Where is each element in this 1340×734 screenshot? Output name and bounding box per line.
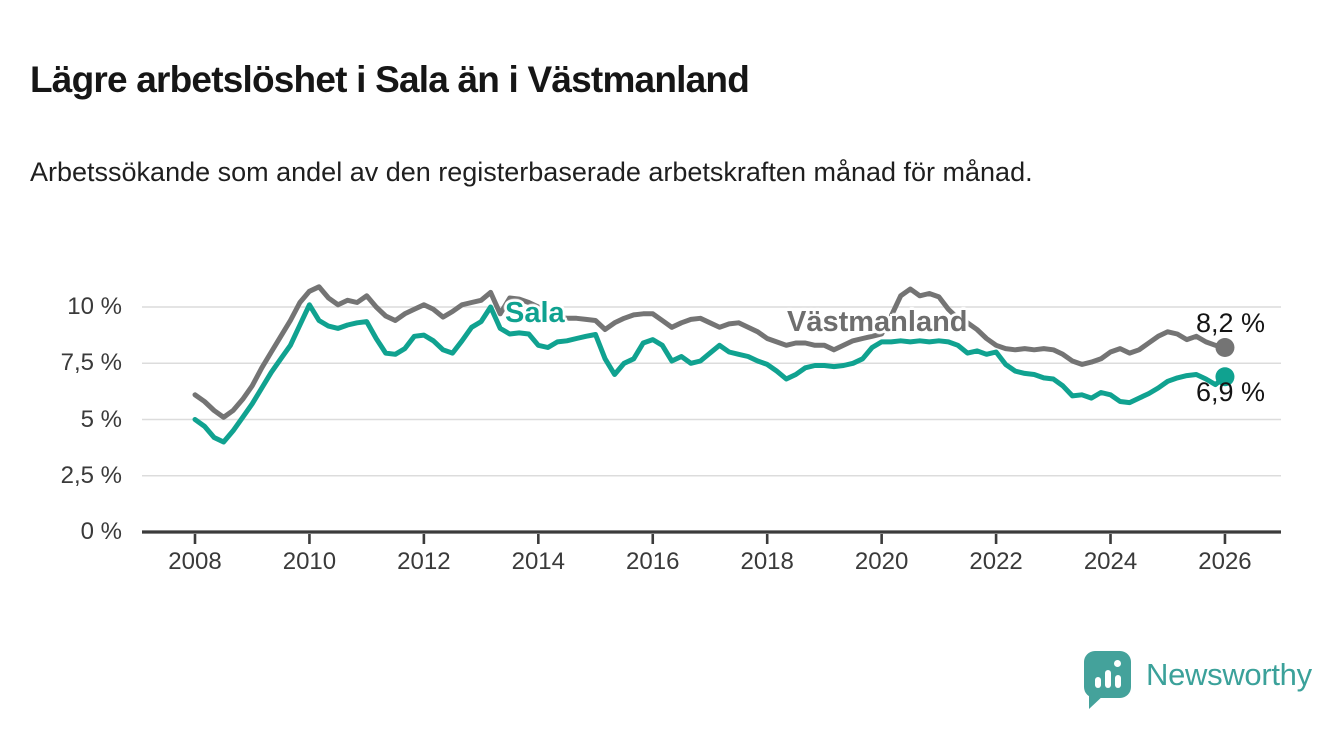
brand-name: Newsworthy [1146,656,1312,692]
x-axis-tick-label: 2018 [740,548,794,575]
x-axis-tick-label: 2026 [1198,548,1252,575]
speech-bubble-bar-chart-icon [1084,651,1131,709]
x-axis-tick-label: 2008 [168,548,222,575]
end-dot-västmanland [1215,338,1235,357]
end-value-label-sala: 6,9 % [1196,377,1266,407]
y-axis-tick-label: 7,5 % [60,349,122,377]
series-label-sala: Sala [505,297,565,329]
y-axis-tick-label: 2,5 % [60,461,122,489]
end-dot-sala [1215,367,1235,387]
newsworthy-logo[interactable]: Newsworthy [1084,651,1312,709]
x-axis-tick-label: 2020 [854,548,909,575]
x-axis-tick-label: 2024 [1083,548,1138,575]
y-axis-tick-label: 0 % [80,518,122,545]
chart-title: Lägre arbetslöshet i Sala än i Västmanla… [30,58,750,100]
x-axis-tick-label: 2016 [626,548,680,575]
chart-subtitle: Arbetssökande som andel av den registerb… [30,157,1033,187]
y-axis-tick-label: 5 % [80,405,122,433]
x-axis-tick-label: 2012 [397,548,451,575]
series-label-vastmanland: Västmanland [787,306,968,338]
end-value-label-vastmanland: 8,2 % [1196,308,1266,338]
x-axis-tick-label: 2010 [282,548,337,575]
line-sala [192,302,1228,445]
x-axis-tick-label: 2014 [511,548,565,575]
y-axis-tick-label: 10 % [67,293,122,320]
x-axis-tick-label: 2022 [969,548,1023,575]
line-västmanland [192,284,1228,420]
